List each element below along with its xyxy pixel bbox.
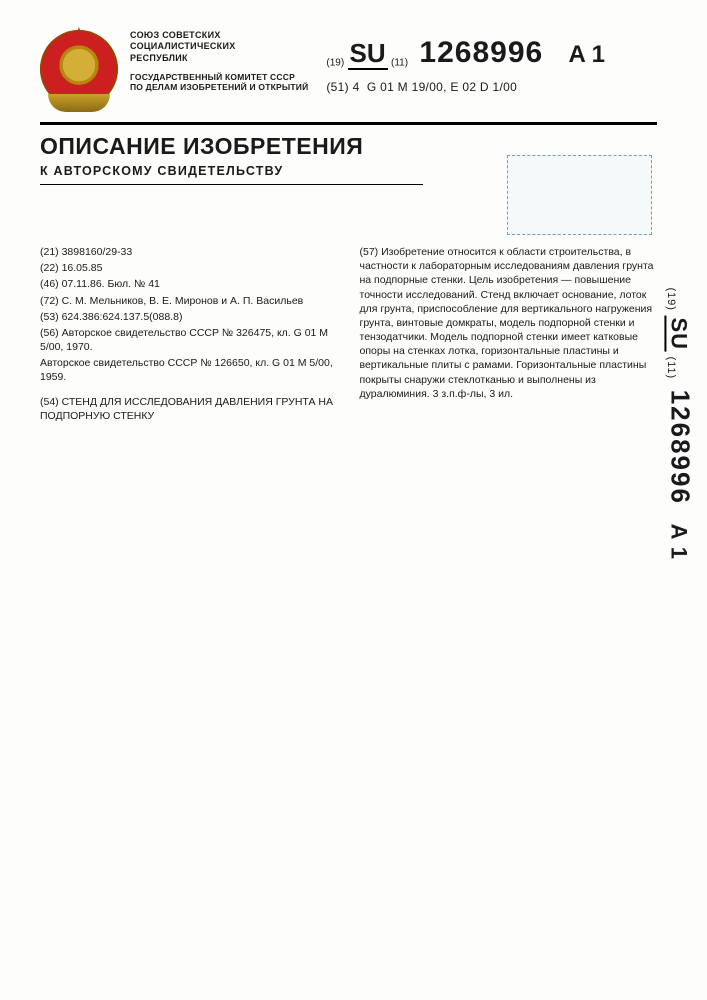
committee-line: ПО ДЕЛАМ ИЗОБРЕТЕНИЙ И ОТКРЫТИЙ [130,82,308,93]
side-doc-number: (19) SU (11) 1268996 A 1 [664,288,695,560]
patent-number: 1268996 [419,36,543,69]
committee-name: ГОСУДАРСТВЕННЫЙ КОМИТЕТ СССР ПО ДЕЛАМ ИЗ… [130,72,308,93]
field-56a: (56) Авторское свидетельство СССР № 3264… [40,326,338,354]
field-54: (54) СТЕНД ДЛЯ ИССЛЕДОВАНИЯ ДАВЛЕНИЯ ГРУ… [40,395,338,423]
field-56b: Авторское свидетельство СССР № 126650, к… [40,356,338,384]
org-line: СОЮЗ СОВЕТСКИХ [130,30,275,41]
stamp-placeholder [507,155,652,235]
side-country-code: SU [664,315,691,352]
class-prefix: (51) 4 [326,80,359,94]
field-72: (72) С. М. Мельников, В. Е. Миронов и А.… [40,294,338,308]
left-column: (21) 3898160/29-33 (22) 16.05.85 (46) 07… [40,245,338,425]
committee-line: ГОСУДАРСТВЕННЫЙ КОМИТЕТ СССР [130,72,308,83]
ipc-codes: G 01 M 19/00, E 02 D 1/00 [367,80,517,94]
prefix-19: (19) [326,57,344,68]
field-22: (22) 16.05.85 [40,261,338,275]
document-number-block: (19) SU (11) 1268996 A 1 (51) 4 G 01 M 1… [326,30,657,94]
state-emblem [40,30,118,108]
field-21: (21) 3898160/29-33 [40,245,338,259]
org-line: РЕСПУБЛИК [130,53,275,64]
doc-kind: A 1 [569,41,605,68]
body-columns: (21) 3898160/29-33 (22) 16.05.85 (46) 07… [40,245,657,425]
divider-thin [40,184,423,185]
org-line: СОЦИАЛИСТИЧЕСКИХ [130,41,275,52]
prefix-11: (11) [391,57,408,68]
side-doc-kind: A 1 [666,524,691,560]
divider-thick [40,122,657,125]
right-column: (57) Изобретение относится к области стр… [360,245,658,425]
org-name: СОЮЗ СОВЕТСКИХ СОЦИАЛИСТИЧЕСКИХ РЕСПУБЛИ… [130,30,275,64]
country-code: SU [348,38,388,70]
side-prefix-19: (19) [664,288,676,311]
field-53: (53) 624.386:624.137.5(088.8) [40,310,338,324]
side-patent-number: 1268996 [665,390,695,505]
side-prefix-11: (11) [664,357,676,379]
field-46: (46) 07.11.86. Бюл. № 41 [40,277,338,291]
field-57-abstract: (57) Изобретение относится к области стр… [360,245,658,401]
